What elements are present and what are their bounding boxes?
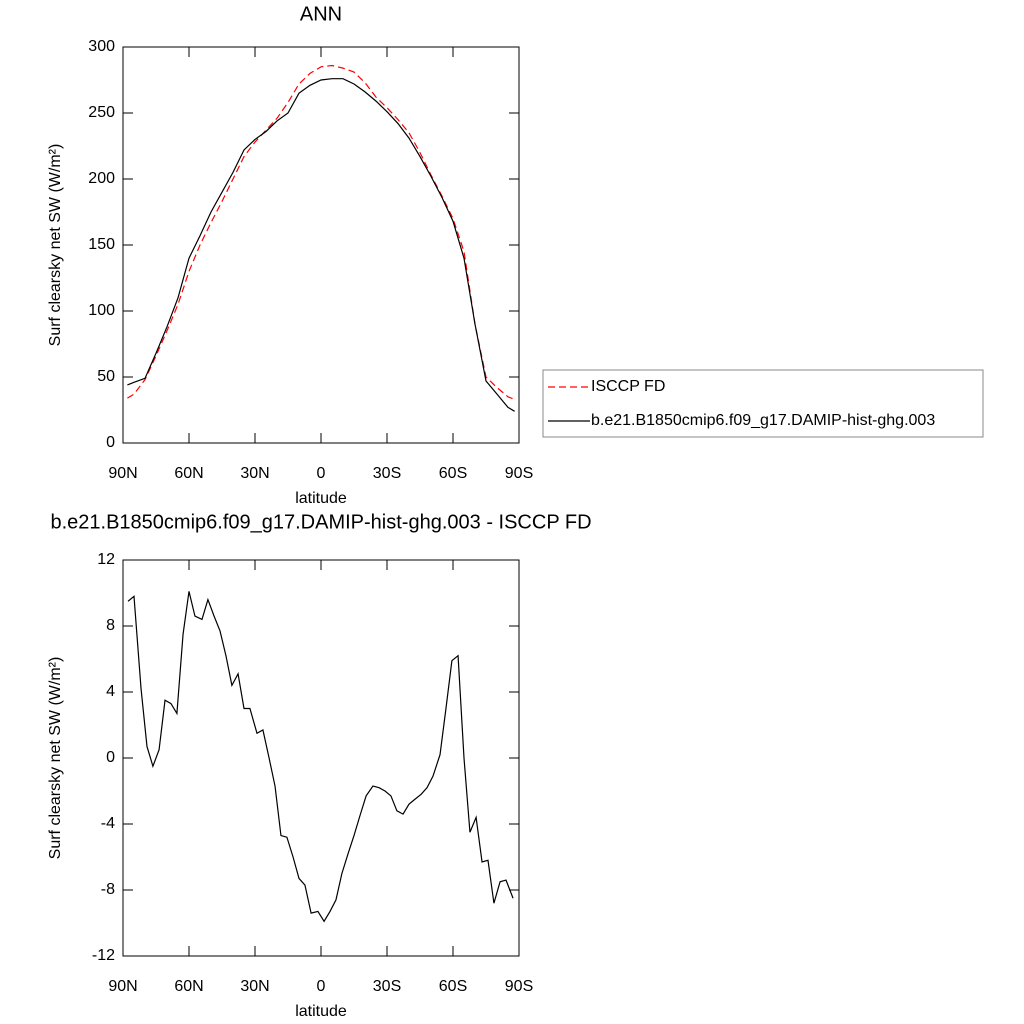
y-tick-label: -4 [101, 815, 115, 832]
y-tick-label: 12 [97, 551, 115, 568]
chart-title: b.e21.B1850cmip6.f09_g17.DAMIP-hist-ghg.… [50, 511, 591, 533]
y-tick-label: 4 [106, 683, 115, 700]
y-tick-label: 50 [97, 368, 115, 385]
y-axis-label: Surf clearsky net SW (W/m²) [47, 144, 64, 347]
x-tick-label: 60N [174, 465, 203, 482]
data-line [127, 64, 515, 400]
x-axis-label: latitude [295, 1003, 347, 1020]
x-tick-label: 90N [108, 465, 137, 482]
chart-title: ANN [300, 3, 342, 25]
legend-label: b.e21.B1850cmip6.f09_g17.DAMIP-hist-ghg.… [591, 412, 935, 429]
y-tick-label: -8 [101, 881, 115, 898]
x-axis-label: latitude [295, 490, 347, 507]
y-tick-label: 250 [88, 104, 115, 121]
x-tick-label: 90N [108, 978, 137, 995]
x-tick-label: 30S [373, 978, 401, 995]
y-tick-label: 0 [106, 749, 115, 766]
x-tick-label: 30S [373, 465, 401, 482]
y-tick-label: -12 [92, 947, 115, 964]
y-tick-label: 150 [88, 236, 115, 253]
y-tick-label: 100 [88, 302, 115, 319]
x-tick-label: 60S [439, 465, 467, 482]
data-line [127, 591, 514, 923]
y-tick-label: 8 [106, 617, 115, 634]
legend-label: ISCCP FD [591, 378, 665, 395]
x-tick-label: 90S [505, 465, 533, 482]
x-tick-label: 30N [240, 465, 269, 482]
x-tick-label: 30N [240, 978, 269, 995]
plot-frame [122, 559, 520, 957]
y-tick-label: 200 [88, 170, 115, 187]
x-tick-label: 0 [317, 465, 326, 482]
x-tick-label: 90S [505, 978, 533, 995]
data-line [127, 78, 515, 412]
y-tick-label: 0 [106, 434, 115, 451]
legend-box [542, 369, 984, 438]
x-tick-label: 0 [317, 978, 326, 995]
y-tick-label: 300 [88, 38, 115, 55]
x-tick-label: 60N [174, 978, 203, 995]
x-tick-label: 60S [439, 978, 467, 995]
y-axis-label: Surf clearsky net SW (W/m²) [47, 657, 64, 860]
